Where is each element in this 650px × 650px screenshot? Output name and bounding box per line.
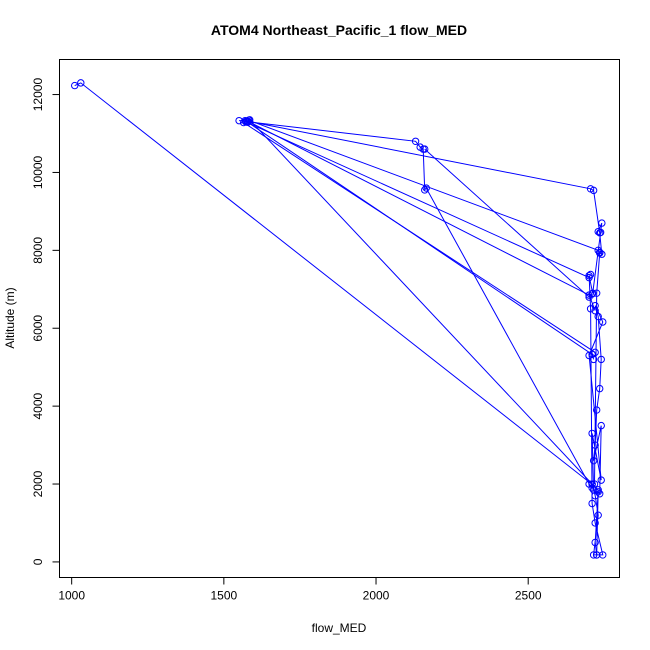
series-line: [239, 119, 604, 556]
data-point: [599, 551, 607, 559]
data-point: [596, 229, 604, 237]
data-point: [77, 79, 85, 87]
x-tick-label: 1000: [58, 589, 85, 603]
data-point: [589, 186, 598, 195]
y-tick-label: 4000: [31, 392, 45, 419]
data-point: [597, 421, 605, 430]
x-axis: 1000 1500 2000 2500: [58, 577, 542, 603]
y-axis: 0 2000 4000 6000 8000 10000 12000: [31, 78, 60, 565]
data-point: [596, 384, 604, 393]
data-point: [596, 490, 604, 498]
data-point: [588, 484, 596, 492]
data-point: [599, 318, 607, 326]
data-point: [591, 307, 599, 315]
series-line: [74, 82, 604, 556]
data-point: [594, 246, 602, 255]
series-line: [243, 122, 596, 353]
x-axis-label: flow_MED: [312, 621, 367, 635]
y-tick-label: 12000: [31, 78, 45, 112]
data-point: [588, 290, 596, 298]
data-point: [594, 511, 602, 519]
data-point: [594, 227, 602, 236]
data-point: [592, 289, 601, 297]
data-point: [421, 186, 429, 194]
data-point: [596, 248, 604, 256]
series-line: [248, 121, 593, 489]
data-point: [421, 145, 429, 153]
data-point: [594, 312, 602, 321]
data-point: [71, 81, 79, 90]
series-line: [424, 148, 593, 298]
data-point: [588, 499, 596, 508]
data-point: [589, 289, 597, 297]
y-tick-label: 2000: [31, 470, 45, 497]
y-tick-label: 10000: [31, 155, 45, 189]
data-point: [411, 137, 420, 145]
x-tick-label: 2000: [363, 589, 390, 603]
data-point: [597, 355, 605, 364]
series-layer: [71, 79, 607, 559]
y-tick-label: 8000: [31, 237, 45, 264]
data-point: [589, 355, 598, 364]
data-point: [586, 305, 595, 313]
data-point: [586, 270, 595, 279]
y-tick-label: 6000: [31, 315, 45, 342]
plot-frame: [59, 59, 620, 578]
data-point: [591, 538, 599, 547]
data-point: [592, 406, 601, 414]
data-point: [597, 476, 605, 484]
data-point: [591, 348, 599, 357]
x-tick-label: 1500: [210, 589, 237, 603]
chart-title: ATOM4 Northeast_Pacific_1 flow_MED: [211, 22, 467, 38]
data-point: [239, 118, 248, 127]
series-line: [248, 119, 601, 253]
y-axis-label: Altitude (m): [3, 287, 17, 348]
x-tick-label: 2500: [515, 589, 542, 603]
data-point: [589, 456, 598, 465]
y-tick-label: 0: [31, 558, 45, 565]
data-point: [591, 519, 599, 527]
series-line: [247, 121, 595, 360]
data-point: [590, 480, 599, 488]
